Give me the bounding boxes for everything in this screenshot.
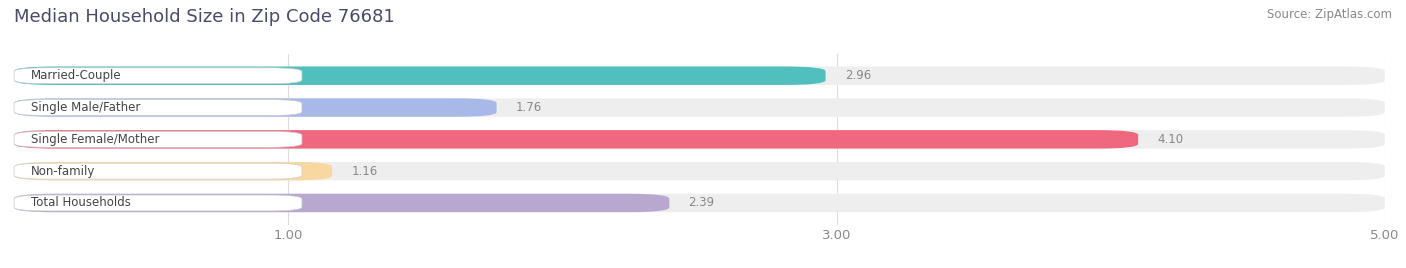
FancyBboxPatch shape <box>14 66 1385 85</box>
Text: 2.39: 2.39 <box>689 196 714 210</box>
FancyBboxPatch shape <box>14 163 302 179</box>
FancyBboxPatch shape <box>14 100 302 116</box>
FancyBboxPatch shape <box>14 130 1139 148</box>
FancyBboxPatch shape <box>14 195 302 211</box>
Text: Single Female/Mother: Single Female/Mother <box>31 133 159 146</box>
Text: 4.10: 4.10 <box>1157 133 1184 146</box>
Text: 1.16: 1.16 <box>352 165 378 178</box>
FancyBboxPatch shape <box>14 98 496 117</box>
Text: Single Male/Father: Single Male/Father <box>31 101 139 114</box>
FancyBboxPatch shape <box>14 162 1385 180</box>
FancyBboxPatch shape <box>14 68 302 84</box>
Text: Median Household Size in Zip Code 76681: Median Household Size in Zip Code 76681 <box>14 8 395 26</box>
FancyBboxPatch shape <box>14 98 1385 117</box>
Text: 1.76: 1.76 <box>516 101 543 114</box>
Text: Source: ZipAtlas.com: Source: ZipAtlas.com <box>1267 8 1392 21</box>
FancyBboxPatch shape <box>14 130 1385 148</box>
FancyBboxPatch shape <box>14 131 302 147</box>
Text: Non-family: Non-family <box>31 165 94 178</box>
Text: 2.96: 2.96 <box>845 69 872 82</box>
FancyBboxPatch shape <box>14 194 1385 212</box>
FancyBboxPatch shape <box>14 66 825 85</box>
FancyBboxPatch shape <box>14 162 332 180</box>
FancyBboxPatch shape <box>14 194 669 212</box>
Text: Married-Couple: Married-Couple <box>31 69 121 82</box>
Text: Total Households: Total Households <box>31 196 131 210</box>
